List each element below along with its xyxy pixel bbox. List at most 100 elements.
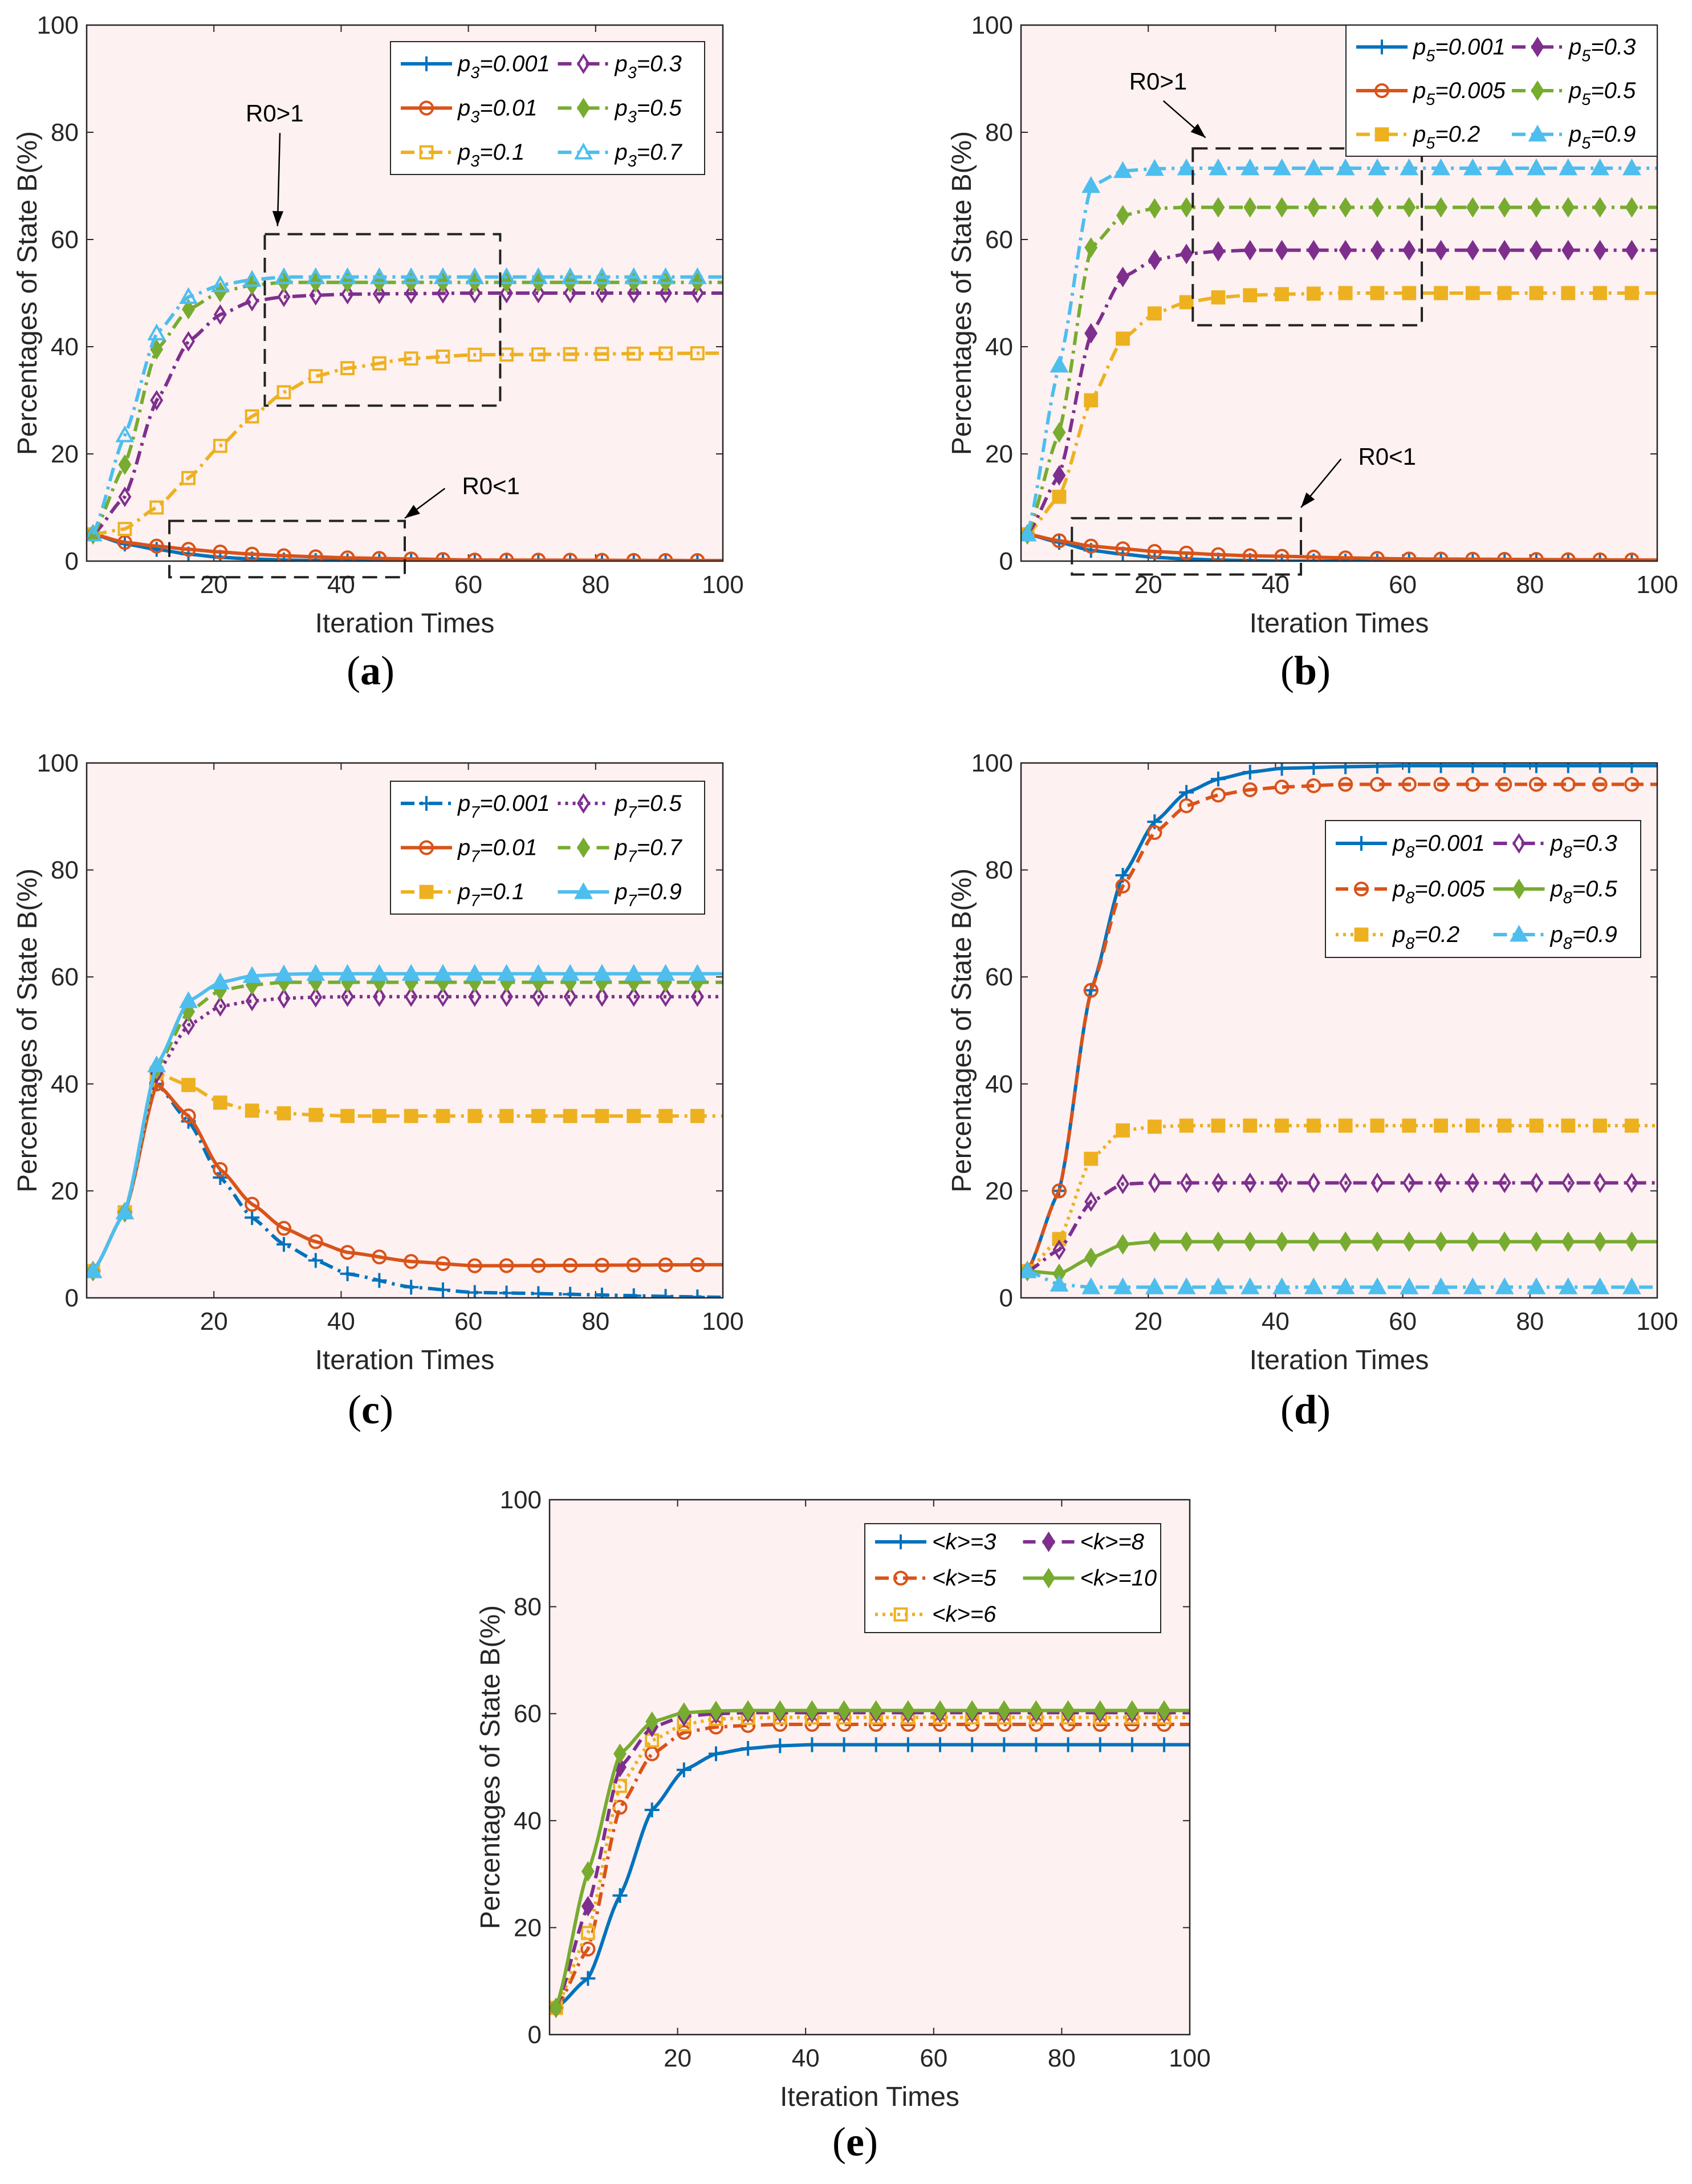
series-p3=0.1 <box>87 346 723 542</box>
x-tick-label: 60 <box>454 1308 482 1335</box>
diamond-marker <box>436 986 450 1007</box>
x-tick-label: 20 <box>200 571 228 599</box>
diamond-marker <box>213 304 227 325</box>
panel-letter: c <box>361 1387 380 1432</box>
triangle-marker <box>1145 1277 1164 1294</box>
panel-label: (d) <box>1280 1387 1331 1432</box>
circle-marker <box>1306 549 1321 561</box>
x-tick-label: 40 <box>327 1308 355 1335</box>
triangle-marker <box>592 267 612 285</box>
legend-entry: <k>=6 <box>875 1602 997 1627</box>
circle-marker <box>1374 83 1390 99</box>
x-tick-label: 20 <box>200 1308 228 1335</box>
x-tick-label: 60 <box>920 2044 947 2072</box>
diamond-marker <box>1625 1172 1638 1194</box>
plus-marker <box>690 554 705 561</box>
legend: <k>=3 <k>=5 <k>=6 <k>=8 <k>=10 <box>864 1523 1161 1633</box>
circle-marker <box>644 1746 660 1761</box>
diamond-marker <box>659 986 673 1007</box>
legend-entry: p7=0.01 <box>401 835 537 866</box>
triangle-marker <box>115 1202 135 1220</box>
diamond-marker <box>1561 1231 1575 1252</box>
plus-marker <box>708 1746 723 1761</box>
plus-marker <box>563 554 578 561</box>
triangle-marker <box>1021 524 1037 542</box>
legend: p8=0.001 p8=0.005 p8=0.2 p8=0.3 p8=0.5 p8=0.9 <box>1325 820 1641 958</box>
plus-marker <box>419 795 434 811</box>
diamond-marker <box>182 331 196 352</box>
series-p8=0.9 <box>1021 1261 1657 1294</box>
diamond-marker <box>1402 239 1416 261</box>
plus-marker <box>1401 763 1417 773</box>
diamond-marker <box>1530 1172 1543 1194</box>
circle-marker <box>418 100 434 116</box>
diamond-marker <box>1434 197 1448 218</box>
diamond-marker <box>1370 1231 1384 1252</box>
circle-marker <box>435 552 451 561</box>
square-marker <box>404 1109 418 1123</box>
triangle-marker <box>560 964 580 981</box>
plus-marker <box>1083 983 1099 998</box>
y-axis-label: Percentages of State B(%) <box>947 131 977 455</box>
triangle-marker <box>1240 1277 1260 1294</box>
legend-entry: p8=0.2 <box>1336 922 1459 953</box>
plus-marker <box>626 1288 641 1298</box>
triangle-marker <box>1559 1277 1578 1294</box>
diamond-marker <box>627 282 641 304</box>
chart-panel-a: 0 20 40 60 80 100 20 40 60 80 100 Iteration Times Pe… <box>13 11 744 693</box>
circle-marker <box>1497 777 1512 792</box>
axes-box <box>86 762 724 1299</box>
diamond-marker <box>645 1711 659 1732</box>
legend-label: p7=0.7 <box>615 835 683 866</box>
series-<k>=3 <box>550 1737 1190 2016</box>
circle-marker <box>404 551 419 561</box>
triangle-marker <box>1336 158 1355 176</box>
plus-marker <box>276 1237 291 1252</box>
diamond-marker <box>901 1700 915 1721</box>
triangle-marker <box>179 991 198 1008</box>
legend-label: p7=0.5 <box>615 791 682 822</box>
diamond-marker <box>577 793 590 814</box>
triangle-marker <box>465 267 485 285</box>
y-tick-label: 20 <box>51 440 79 468</box>
circle-marker <box>531 553 546 561</box>
diamond-marker <box>245 291 259 312</box>
square-marker <box>181 470 196 485</box>
x-tick-label: 20 <box>664 2044 692 2072</box>
square-marker <box>893 1607 908 1622</box>
square-marker <box>595 347 609 362</box>
plus-marker <box>499 1285 514 1298</box>
legend: p3=0.001 p3=0.01 p3=0.1 p3=0.3 p3=0.5 p3=0.7 <box>390 41 705 175</box>
circle-marker <box>467 553 482 561</box>
triangle-marker <box>574 143 593 160</box>
circle-marker <box>418 840 434 855</box>
plus-marker <box>1433 554 1449 561</box>
triangle-marker <box>401 267 421 285</box>
legend-label: <k>=3 <box>932 1529 996 1554</box>
square-marker <box>245 409 259 424</box>
chart-panel-c: 0 20 40 60 80 100 20 40 60 80 100 Iteration Times Pe… <box>13 749 744 1432</box>
legend-entry: <k>=10 <box>1023 1566 1157 1591</box>
circle-marker <box>276 548 292 561</box>
triangle-marker <box>465 964 485 981</box>
plus-marker <box>1497 554 1512 561</box>
circle-marker <box>1242 782 1258 797</box>
triangle-marker <box>1463 158 1482 176</box>
plus-marker <box>626 554 641 561</box>
square-marker <box>467 1109 482 1123</box>
series-p7=0.001 <box>87 1076 723 1298</box>
diamond-marker <box>309 285 323 306</box>
legend-entry: <k>=3 <box>875 1529 996 1554</box>
triangle-marker <box>528 267 548 285</box>
diamond-marker <box>1434 1172 1448 1194</box>
diamond-marker <box>1339 197 1352 218</box>
diamond-marker <box>1593 1172 1607 1194</box>
triangle-marker <box>179 287 198 304</box>
legend-entry: p7=0.001 <box>401 791 550 822</box>
legend-label: p3=0.7 <box>615 140 683 171</box>
plus-marker <box>836 1737 852 1752</box>
legend-label: p8=0.005 <box>1392 876 1485 907</box>
annotation-box <box>263 233 502 407</box>
diamond-marker <box>1179 197 1193 218</box>
legend-label: p5=0.3 <box>1568 34 1636 65</box>
